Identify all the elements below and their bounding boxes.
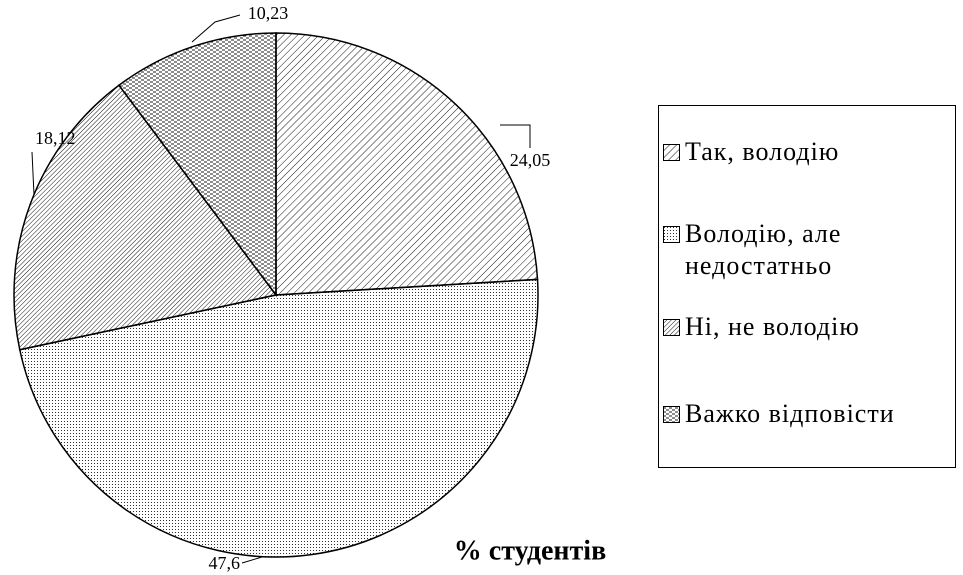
legend-swatch <box>663 144 680 161</box>
pie-slice <box>117 32 277 298</box>
legend-label: Володію, але недостатньо <box>685 219 842 280</box>
legend-swatch <box>663 226 680 243</box>
leader-line <box>241 556 263 564</box>
pie-slice <box>13 84 278 351</box>
chart-title: % студентів <box>454 535 606 566</box>
legend-swatch-fill <box>663 406 680 423</box>
data-label: 18,12 <box>35 128 76 148</box>
legend-swatch-fill <box>663 226 680 243</box>
pie-slice <box>18 278 539 558</box>
legend-swatch-fill <box>663 144 680 161</box>
legend-entry: Ні, не володію <box>663 311 955 343</box>
leader-line <box>31 151 35 196</box>
legend-swatch <box>663 406 680 423</box>
legend-entry: Важко відповісти <box>663 398 955 430</box>
pie-slice <box>275 32 539 296</box>
legend: Так, володію Володію, але недостатньо Ні, … <box>658 105 956 468</box>
legend-entry: Так, володію <box>663 136 955 168</box>
leader-line <box>500 124 531 148</box>
legend-label: Так, володію <box>685 137 840 166</box>
leader-line <box>191 14 241 43</box>
legend-swatch-fill <box>663 319 680 336</box>
legend-label: Важко відповісти <box>685 399 895 428</box>
legend-label: Ні, не володію <box>685 312 860 341</box>
data-label: 10,23 <box>248 3 289 23</box>
legend-entry: Володію, але недостатньо <box>663 218 885 282</box>
legend-swatch <box>663 319 680 336</box>
data-label: 24,05 <box>510 150 551 170</box>
data-label: 47,6 <box>209 553 241 573</box>
